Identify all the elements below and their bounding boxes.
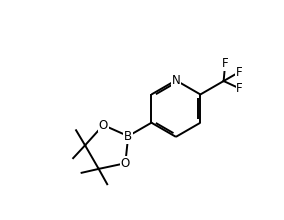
Text: O: O — [121, 157, 130, 170]
Text: F: F — [236, 82, 243, 95]
Text: F: F — [222, 57, 229, 70]
Text: O: O — [99, 119, 108, 132]
Text: B: B — [124, 130, 132, 143]
Text: F: F — [235, 66, 242, 79]
Text: N: N — [172, 74, 180, 87]
